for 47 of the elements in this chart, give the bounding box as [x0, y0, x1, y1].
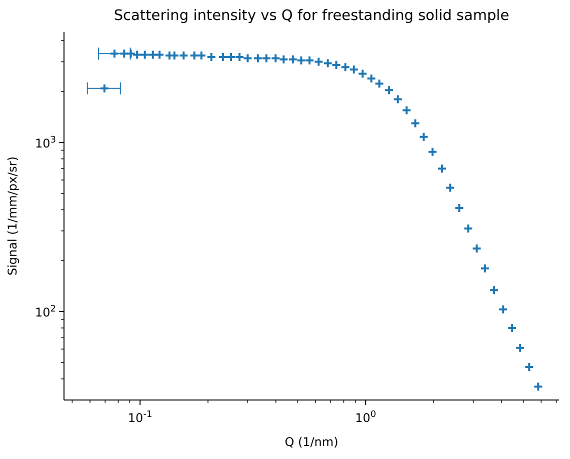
y-tick-label: 10$^{2}$: [34, 304, 56, 320]
point: [218, 52, 228, 62]
point: [374, 78, 384, 89]
point: [331, 60, 342, 70]
point: [410, 118, 420, 128]
point: [296, 55, 306, 66]
point: [392, 94, 403, 104]
point: [278, 54, 289, 64]
point: [148, 50, 158, 60]
point: [366, 73, 376, 84]
point: [226, 52, 236, 62]
y-axis-title: Signal (1/mm/px/sr): [5, 156, 20, 276]
point: [402, 105, 412, 116]
x-axis-title: Q (1/nm): [284, 435, 338, 449]
point: [445, 182, 456, 193]
point: [304, 55, 315, 66]
point: [480, 263, 490, 274]
y-tick-label: 10$^{3}$: [34, 135, 56, 150]
point: [348, 64, 359, 75]
point: [154, 50, 165, 60]
point: [533, 382, 544, 392]
point: [418, 132, 429, 142]
point: [515, 342, 526, 353]
point: [358, 68, 368, 79]
point: [234, 52, 245, 62]
point: [340, 62, 350, 72]
point: [472, 244, 482, 254]
point: [140, 50, 150, 60]
point: [322, 58, 333, 68]
point: [454, 202, 464, 213]
point: [384, 85, 394, 96]
point: [270, 53, 281, 64]
point: [428, 146, 438, 157]
point: [489, 285, 500, 296]
x-tick-label: 10$^{0}$: [355, 410, 376, 425]
point: [242, 53, 253, 64]
point: [507, 322, 518, 333]
chart-title: Scattering intensity vs Q for freestanding solid sample: [112, 8, 510, 24]
point: [498, 304, 508, 314]
point: [436, 164, 447, 174]
point: [524, 362, 534, 372]
point: [261, 53, 272, 64]
point: [288, 54, 298, 64]
point: [252, 53, 263, 64]
point: [314, 56, 324, 67]
x-tick-label: 10$^{-1}$: [128, 410, 152, 425]
point: [463, 223, 474, 234]
